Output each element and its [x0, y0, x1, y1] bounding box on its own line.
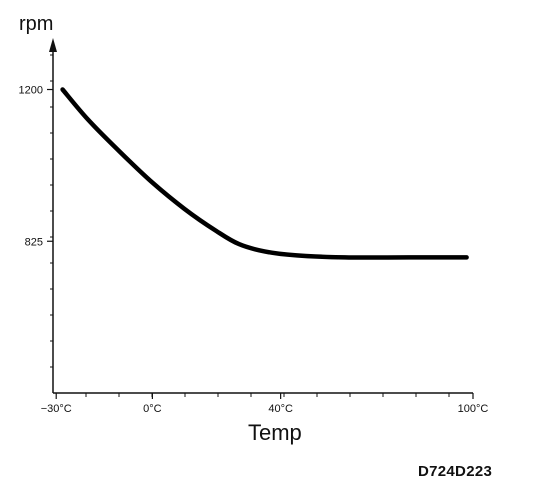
minor-ticks: [50, 54, 450, 397]
y-tick-label: 1200: [19, 85, 43, 97]
x-axis-label: Temp: [248, 420, 302, 445]
ticks: −30°C 0°C 40°C 100°C 825 1200: [19, 85, 489, 415]
series-line: [60, 87, 469, 260]
y-tick-label: 825: [25, 236, 43, 248]
x-tick-label: 100°C: [458, 403, 489, 415]
axes: [49, 38, 473, 394]
y-axis-arrow: [49, 38, 57, 52]
series-layer: [60, 87, 469, 260]
x-tick-label: 0°C: [143, 403, 162, 415]
y-axis-label: rpm: [19, 13, 53, 35]
x-tick-label: 40°C: [268, 403, 293, 415]
figure-id: D724D223: [418, 463, 492, 480]
x-tick-label: −30°C: [41, 403, 72, 415]
